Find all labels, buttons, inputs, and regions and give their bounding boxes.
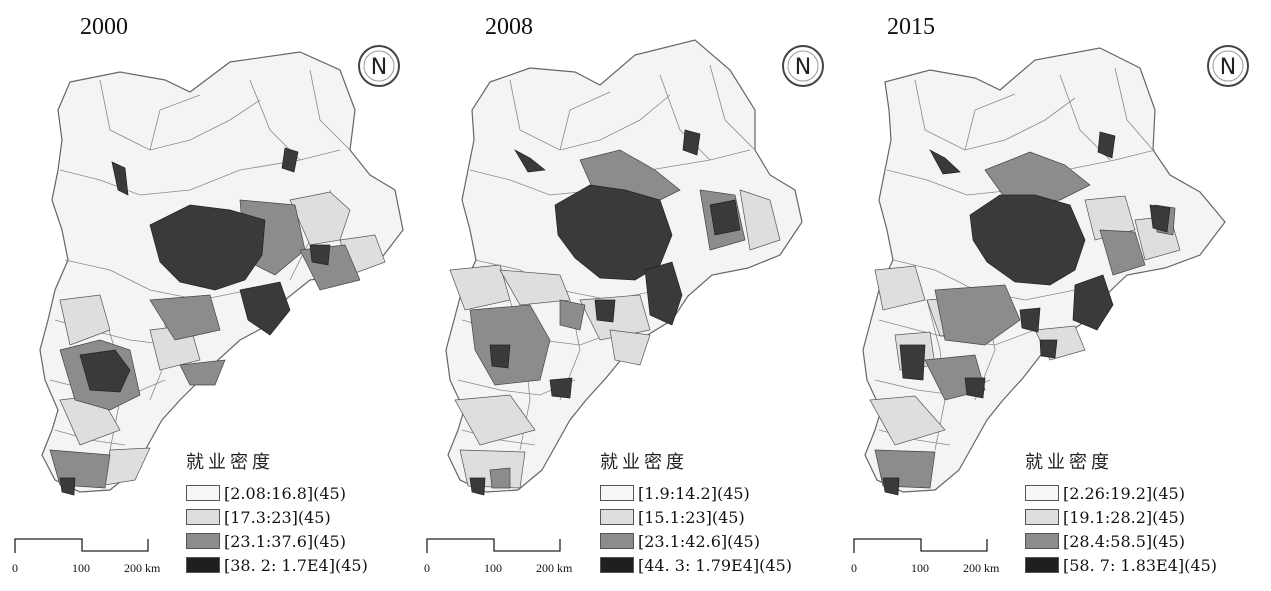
choropleth-map bbox=[39, 51, 404, 496]
dark-class-regions bbox=[882, 131, 1171, 496]
legend: 就业密度 [1.9:14.2](45) [15.1:23](45) [23.1:… bbox=[600, 448, 792, 578]
legend-row: [38. 2: 1.7E4](45) bbox=[186, 554, 368, 576]
svg-text:N: N bbox=[1220, 55, 1236, 80]
legend-label: [28.4:58.5](45) bbox=[1063, 531, 1185, 551]
legend-label: [15.1:23](45) bbox=[638, 507, 745, 527]
legend-swatch bbox=[600, 533, 634, 549]
legend-label: [23.1:42.6](45) bbox=[638, 531, 760, 551]
legend-swatch bbox=[186, 509, 220, 525]
scale-label-mid: 100 bbox=[72, 561, 90, 575]
legend-swatch bbox=[186, 485, 220, 501]
legend-swatch bbox=[1025, 485, 1059, 501]
panel-year-title: 2008 bbox=[485, 14, 533, 40]
legend-label: [23.1:37.6](45) bbox=[224, 531, 346, 551]
north-arrow-icon: N bbox=[782, 45, 824, 87]
scale-bar-graphic bbox=[426, 538, 561, 553]
legend-label: [58. 7: 1.83E4](45) bbox=[1063, 555, 1217, 575]
legend-title: 就业密度 bbox=[1025, 452, 1113, 473]
scale-label-end: 200 km bbox=[536, 561, 573, 575]
legend-title: 就业密度 bbox=[186, 452, 274, 473]
legend-label: [1.9:14.2](45) bbox=[638, 483, 750, 503]
legend-swatch bbox=[600, 509, 634, 525]
light-class-regions bbox=[59, 191, 386, 486]
scale-bar-graphic bbox=[853, 538, 988, 553]
legend-swatch bbox=[600, 557, 634, 573]
scale-label-end: 200 km bbox=[124, 561, 161, 575]
scale-label-zero: 0 bbox=[424, 561, 430, 575]
panel-year-title: 2000 bbox=[80, 14, 128, 40]
scale-label-zero: 0 bbox=[851, 561, 857, 575]
legend: 就业密度 [2.26:19.2](45) [19.1:28.2](45) [28… bbox=[1025, 448, 1217, 578]
legend-swatch bbox=[1025, 533, 1059, 549]
legend-row: [58. 7: 1.83E4](45) bbox=[1025, 554, 1217, 576]
scale-bar: 0 100 200 km bbox=[12, 535, 160, 575]
dark-class-regions bbox=[469, 129, 741, 496]
scale-label-zero: 0 bbox=[12, 561, 18, 575]
svg-text:N: N bbox=[371, 55, 387, 80]
legend-title: 就业密度 bbox=[600, 452, 688, 473]
legend-row: [1.9:14.2](45) bbox=[600, 482, 792, 504]
legend-row: [44. 3: 1.79E4](45) bbox=[600, 554, 792, 576]
legend-row: [2.08:16.8](45) bbox=[186, 482, 368, 504]
map-panel-2015: 2015 bbox=[835, 0, 1271, 591]
legend-swatch bbox=[186, 557, 220, 573]
legend-row: [15.1:23](45) bbox=[600, 506, 792, 528]
legend-label: [44. 3: 1.79E4](45) bbox=[638, 555, 792, 575]
legend-label: [19.1:28.2](45) bbox=[1063, 507, 1185, 527]
scale-label-mid: 100 bbox=[911, 561, 929, 575]
map-panel-2000: 2000 bbox=[0, 0, 423, 591]
legend-swatch bbox=[600, 485, 634, 501]
panel-year-title: 2015 bbox=[887, 14, 935, 40]
dark-class-regions bbox=[59, 147, 331, 496]
legend-row: [19.1:28.2](45) bbox=[1025, 506, 1217, 528]
legend-label: [17.3:23](45) bbox=[224, 507, 331, 527]
map-panel-2008: 2008 bbox=[410, 0, 833, 591]
legend-swatch bbox=[1025, 557, 1059, 573]
legend-row: [23.1:37.6](45) bbox=[186, 530, 368, 552]
north-arrow-icon: N bbox=[358, 45, 400, 87]
legend-swatch bbox=[186, 533, 220, 549]
legend-label: [2.08:16.8](45) bbox=[224, 483, 346, 503]
legend-label: [2.26:19.2](45) bbox=[1063, 483, 1185, 503]
legend-swatch bbox=[1025, 509, 1059, 525]
legend: 就业密度 [2.08:16.8](45) [17.3:23](45) [23.1… bbox=[186, 448, 368, 578]
medium-class-regions bbox=[874, 151, 1176, 489]
legend-row: [17.3:23](45) bbox=[186, 506, 368, 528]
scale-label-mid: 100 bbox=[484, 561, 502, 575]
legend-row: [2.26:19.2](45) bbox=[1025, 482, 1217, 504]
legend-label: [38. 2: 1.7E4](45) bbox=[224, 555, 368, 575]
legend-row: [23.1:42.6](45) bbox=[600, 530, 792, 552]
svg-text:N: N bbox=[795, 55, 811, 80]
choropleth-map bbox=[862, 47, 1226, 496]
scale-bar: 0 100 200 km bbox=[851, 535, 999, 575]
scale-bar-graphic bbox=[14, 538, 149, 553]
north-arrow-icon: N bbox=[1207, 45, 1249, 87]
choropleth-map bbox=[445, 39, 803, 496]
scale-bar: 0 100 200 km bbox=[424, 535, 572, 575]
legend-row: [28.4:58.5](45) bbox=[1025, 530, 1217, 552]
scale-label-end: 200 km bbox=[963, 561, 1000, 575]
